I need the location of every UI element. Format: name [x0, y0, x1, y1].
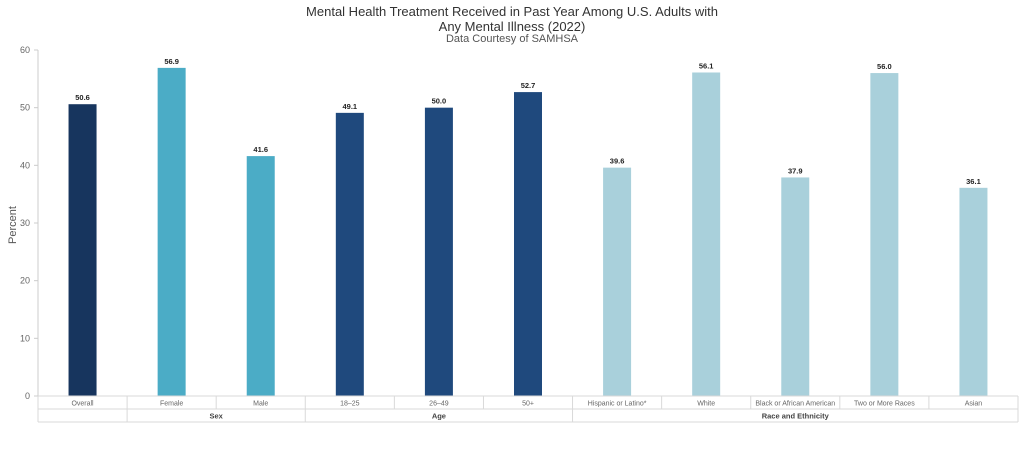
y-tick-label: 40	[20, 160, 30, 170]
bar-value-label: 37.9	[788, 166, 803, 175]
x-tick-label: 18–25	[340, 401, 360, 408]
group-label: Race and Ethnicity	[762, 412, 830, 421]
x-tick-label: Hispanic or Latino*	[588, 401, 647, 408]
group-label: Sex	[210, 412, 224, 421]
bar-value-label: 56.1	[699, 61, 714, 70]
bar	[68, 104, 97, 396]
bar-value-label: 56.0	[877, 62, 892, 71]
bar	[246, 156, 275, 396]
y-axis-label: Percent	[7, 206, 19, 244]
bar-value-label: 56.9	[164, 57, 179, 66]
bar-value-label: 41.6	[253, 145, 268, 154]
x-tick-label: 26–49	[429, 401, 449, 408]
x-tick-label: 50+	[522, 401, 534, 408]
x-tick-label: Male	[253, 401, 268, 408]
y-tick-label: 60	[20, 45, 30, 55]
bar	[335, 112, 364, 397]
x-tick-label: White	[697, 401, 715, 408]
chart-title-line-2: Any Mental Illness (2022)	[438, 19, 586, 34]
bar	[959, 187, 988, 396]
bar	[870, 73, 899, 397]
bar-value-label: 52.7	[521, 81, 536, 90]
bar	[781, 177, 810, 396]
bar-value-label: 49.1	[343, 102, 358, 111]
y-tick-label: 0	[25, 391, 30, 401]
y-axis: 0 10 20 30 40 50 60	[20, 45, 39, 401]
group-label: Age	[432, 412, 446, 421]
y-tick-label: 20	[20, 276, 30, 286]
bar	[692, 72, 721, 397]
x-tick-label: Two or More Races	[854, 401, 915, 408]
y-tick-label: 30	[20, 218, 30, 228]
bar	[514, 92, 542, 396]
bar-series: 50.6 56.9 41.6 49.1 50.0 52.7 39.6 56.1 37.9 56.0…	[68, 57, 988, 397]
y-tick-label: 50	[20, 103, 30, 113]
bar	[157, 67, 186, 397]
x-axis-category-table: Overall Female Male 18–25 26–49 50+ Hispanic o…	[37, 395, 1019, 423]
x-tick-label: Asian	[965, 401, 983, 408]
chart-title-line-1: Mental Health Treatment Received in Past…	[306, 4, 718, 19]
bar	[424, 107, 453, 397]
chart-title: Mental Health Treatment Received in Past…	[0, 4, 1024, 34]
bar-value-label: 50.0	[432, 97, 447, 106]
chart-subtitle: Data Courtesy of SAMHSA	[445, 33, 579, 45]
bar-value-label: 50.6	[75, 93, 90, 102]
bar	[603, 167, 632, 396]
y-tick-label: 10	[20, 333, 30, 343]
bar-value-label: 36.1	[966, 177, 981, 186]
bar-value-label: 39.6	[610, 157, 625, 166]
x-tick-label: Overall	[71, 401, 94, 408]
x-tick-label: Black or African American	[755, 401, 835, 408]
x-tick-label: Female	[160, 401, 183, 408]
